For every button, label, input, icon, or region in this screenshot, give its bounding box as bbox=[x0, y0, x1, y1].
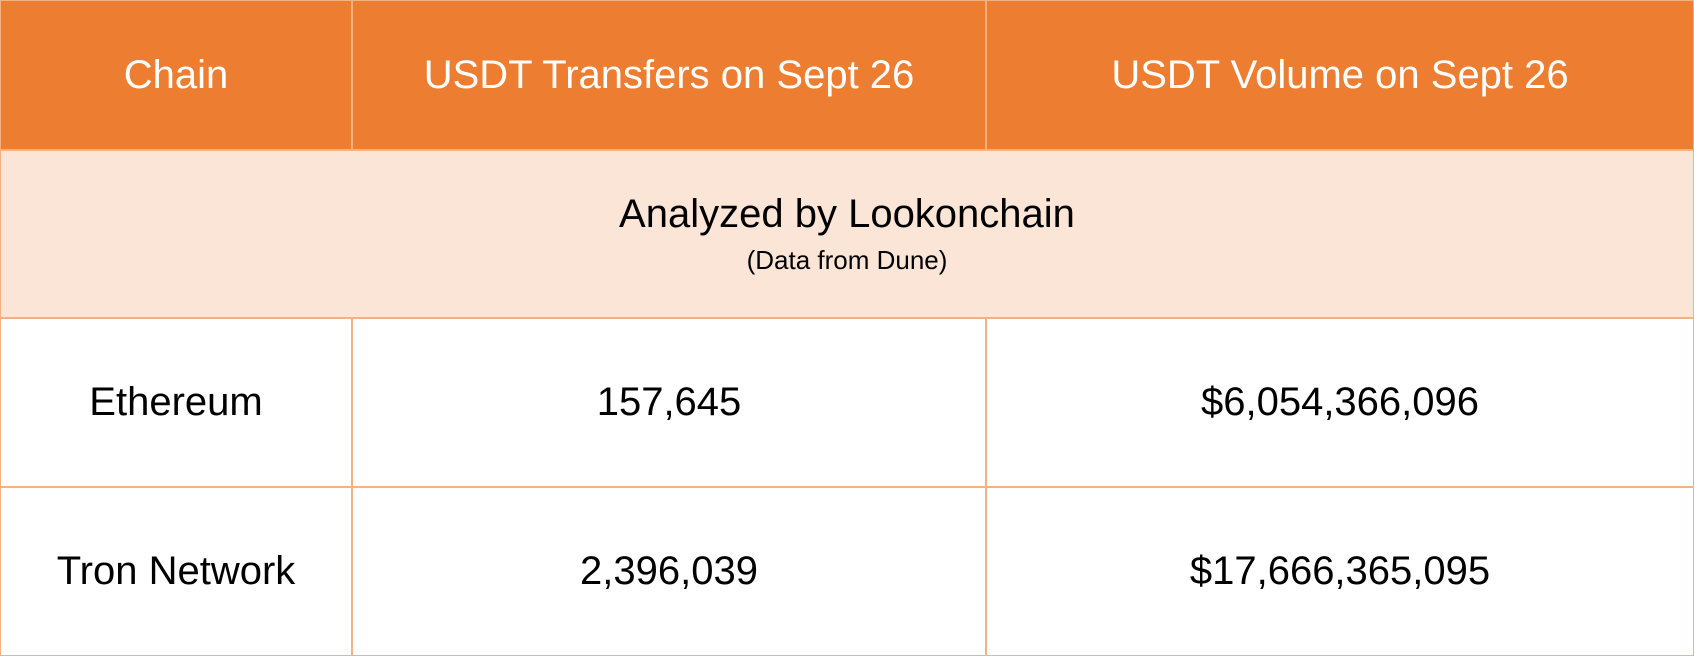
usdt-transfers-table: Chain USDT Transfers on Sept 26 USDT Vol… bbox=[0, 0, 1694, 656]
cell-chain: Tron Network bbox=[0, 487, 352, 656]
header-chain: Chain bbox=[0, 0, 352, 150]
cell-chain: Ethereum bbox=[0, 318, 352, 487]
cell-volume: $6,054,366,096 bbox=[986, 318, 1694, 487]
subtitle-row: Analyzed by Lookonchain (Data from Dune) bbox=[0, 150, 1694, 318]
subtitle-main: Analyzed by Lookonchain bbox=[619, 192, 1075, 237]
table-header-row: Chain USDT Transfers on Sept 26 USDT Vol… bbox=[0, 0, 1694, 150]
header-transfers: USDT Transfers on Sept 26 bbox=[352, 0, 986, 150]
header-volume: USDT Volume on Sept 26 bbox=[986, 0, 1694, 150]
table-row: Tron Network 2,396,039 $17,666,365,095 bbox=[0, 487, 1694, 656]
cell-volume: $17,666,365,095 bbox=[986, 487, 1694, 656]
subtitle-sub: (Data from Dune) bbox=[747, 245, 948, 276]
table-row: Ethereum 157,645 $6,054,366,096 bbox=[0, 318, 1694, 487]
cell-transfers: 157,645 bbox=[352, 318, 986, 487]
cell-transfers: 2,396,039 bbox=[352, 487, 986, 656]
